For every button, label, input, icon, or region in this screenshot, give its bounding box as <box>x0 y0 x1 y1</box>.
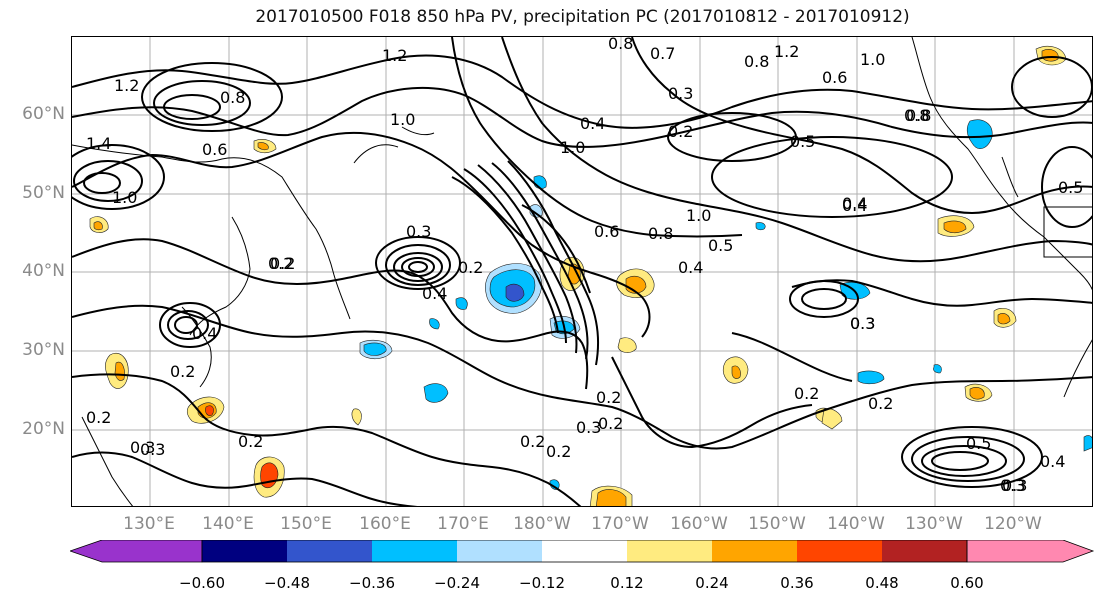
colorbar-tick-label: −0.60 <box>179 574 225 592</box>
contour-label: 0.2 <box>458 258 483 277</box>
contour-label: 0.4 <box>842 194 867 213</box>
contour-label: 0.2 <box>86 408 111 427</box>
contour-label: 1.2 <box>774 42 799 61</box>
colorbar-tick-label: 0.12 <box>610 574 644 592</box>
colorbar-tick-label: −0.36 <box>349 574 395 592</box>
contour-label: 0.5 <box>708 236 733 255</box>
contour-label: 0.5 <box>966 434 991 453</box>
contour-label: 1.2 <box>382 46 407 65</box>
contour-label: 0.4 <box>422 284 447 303</box>
contour-label: 0.3 <box>1002 476 1027 495</box>
lon-label: 160°W <box>670 514 728 534</box>
colorbar-segment <box>542 540 627 562</box>
contour-label: 0.4 <box>842 196 867 215</box>
colorbar-segment <box>966 540 1095 563</box>
lon-label: 140°E <box>202 514 254 534</box>
contour-label: 0.8 <box>904 106 929 125</box>
contour-label: 0.3 <box>140 440 165 459</box>
lon-label: 150°W <box>748 514 806 534</box>
contour-label: 1.2 <box>114 76 139 95</box>
colorbar-segment <box>70 540 203 563</box>
precipitation-shading <box>89 46 1092 506</box>
contour-label: 1.0 <box>686 206 711 225</box>
colorbar-segment <box>202 540 287 562</box>
contour-label: 1.0 <box>860 50 885 69</box>
map-title: 2017010500 F018 850 hPa PV, precipitatio… <box>255 7 910 27</box>
contour-label: 1.4 <box>86 134 111 153</box>
contour-label: 0.4 <box>1040 452 1065 471</box>
contour-labels: 0.8 0.7 1.2 0.8 0.6 1.0 1.2 0.8 1.0 0.4 … <box>86 37 1083 495</box>
colorbar-tick-label: −0.48 <box>264 574 310 592</box>
contour-label: 0.2 <box>270 254 295 273</box>
contour-label: 0.4 <box>678 258 703 277</box>
lon-label: 170°E <box>437 514 489 534</box>
contour-label: 1.0 <box>390 110 415 129</box>
contour-label: 0.8 <box>608 37 633 53</box>
contour-label: 0.3 <box>130 438 155 457</box>
contour-label: 0.3 <box>1000 476 1025 495</box>
contour-label: 0.2 <box>794 384 819 403</box>
contour-label: 0.3 <box>850 314 875 333</box>
lon-label: 120°W <box>984 514 1042 534</box>
contour-label: 0.2 <box>668 122 693 141</box>
colorbar-segment <box>287 540 372 562</box>
contour-label: 0.2 <box>170 362 195 381</box>
colorbar-tick-label: −0.24 <box>434 574 480 592</box>
contour-label: 0.8 <box>744 52 769 71</box>
contour-label: 0.2 <box>520 432 545 451</box>
colorbar-tick-label: 0.24 <box>695 574 729 592</box>
pv-contours <box>72 37 1092 506</box>
lon-label: 170°W <box>591 514 649 534</box>
contour-label: 0.3 <box>406 222 431 241</box>
lat-label: 20°N <box>22 419 65 439</box>
contour-label: 0.4 <box>580 114 605 133</box>
contour-label: 0.5 <box>790 132 815 151</box>
contour-label: 0.7 <box>650 44 675 63</box>
contour-label: 0.2 <box>868 394 893 413</box>
colorbar-segment <box>372 540 457 562</box>
lon-label: 130°W <box>905 514 963 534</box>
contour-label: 0.2 <box>546 442 571 461</box>
lon-label: 180°W <box>513 514 571 534</box>
colorbar-segment <box>882 540 967 562</box>
contour-label: 0.2 <box>238 432 263 451</box>
lat-label: 50°N <box>22 183 65 203</box>
contour-label: 0.3 <box>576 418 601 437</box>
contour-label: 0.8 <box>906 106 931 125</box>
contour-label: 0.6 <box>822 68 847 87</box>
colorbar-segment <box>797 540 882 562</box>
colorbar-segment <box>627 540 712 562</box>
contour-label: 0.2 <box>596 388 621 407</box>
contour-label: 0.3 <box>668 84 693 103</box>
contour-label: 0.4 <box>192 324 217 343</box>
contour-label: 0.2 <box>598 414 623 433</box>
map-canvas: 0.8 0.7 1.2 0.8 0.6 1.0 1.2 0.8 1.0 0.4 … <box>72 37 1092 506</box>
contour-label: 0.6 <box>594 222 619 241</box>
lat-label: 60°N <box>22 104 65 124</box>
contour-label: 0.8 <box>648 224 673 243</box>
colorbar-segment <box>457 540 542 562</box>
lon-label: 160°E <box>359 514 411 534</box>
contour-label: 0.8 <box>220 88 245 107</box>
contour-label: 0.6 <box>202 140 227 159</box>
contour-label: 0.5 <box>1058 178 1083 197</box>
colorbar-tick-label: 0.60 <box>950 574 984 592</box>
lat-label: 40°N <box>22 261 65 281</box>
lon-label: 140°W <box>827 514 885 534</box>
colorbar-tick-label: 0.36 <box>780 574 814 592</box>
colorbar-segment <box>712 540 797 562</box>
lat-label: 30°N <box>22 340 65 360</box>
contour-label: 0.2 <box>268 254 293 273</box>
colorbar-tick-label: 0.48 <box>865 574 899 592</box>
lon-label: 150°E <box>280 514 332 534</box>
colorbar <box>70 540 1095 563</box>
contour-label: 1.0 <box>112 188 137 207</box>
map-panel[interactable]: 0.8 0.7 1.2 0.8 0.6 1.0 1.2 0.8 1.0 0.4 … <box>71 36 1093 507</box>
contour-label: 1.0 <box>560 138 585 157</box>
colorbar-tick-label: −0.12 <box>519 574 565 592</box>
lon-label: 130°E <box>123 514 175 534</box>
contour-label: 0.3 <box>850 314 875 333</box>
